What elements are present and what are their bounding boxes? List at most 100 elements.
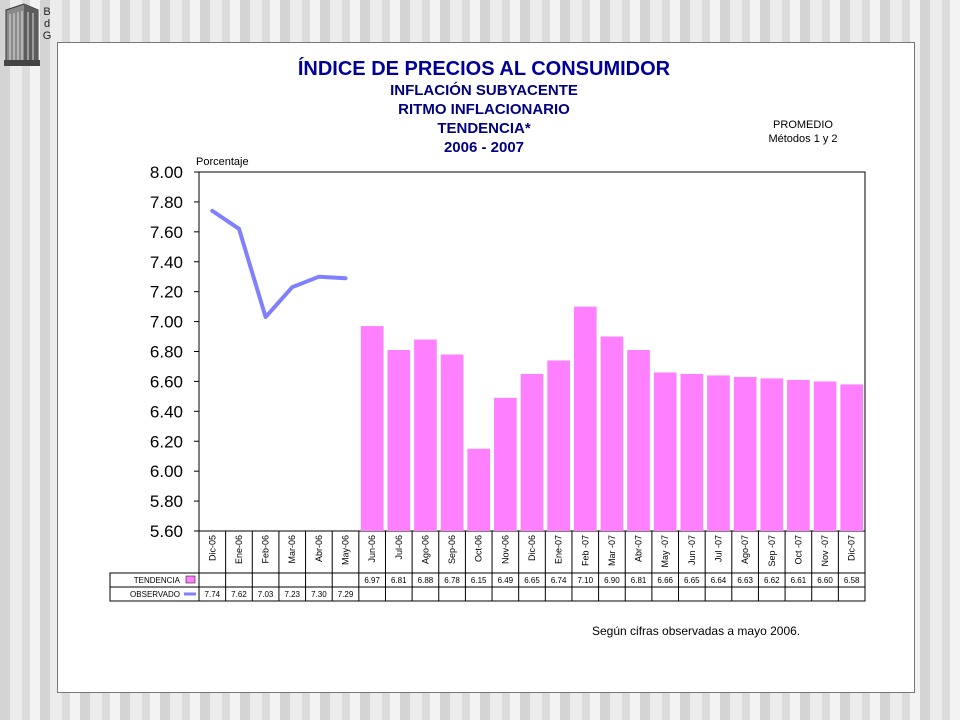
data-table-value: 6.78 bbox=[444, 576, 460, 585]
x-category-label: Mar -07 bbox=[607, 535, 617, 566]
side-note-line-2: Métodos 1 y 2 bbox=[768, 133, 837, 145]
tendencia-bar bbox=[387, 350, 411, 531]
chart: ÍNDICE DE PRECIOS AL CONSUMIDOR INFLACIÓ… bbox=[109, 57, 866, 638]
data-table-value: 7.03 bbox=[258, 590, 274, 599]
y-tick-label: 7.80 bbox=[150, 193, 183, 212]
data-table-value: 6.49 bbox=[498, 576, 514, 585]
data-table-value: 7.23 bbox=[284, 590, 300, 599]
legend-series-name: TENDENCIA bbox=[134, 576, 181, 585]
logo-letters: B d G bbox=[40, 6, 54, 42]
y-tick-label: 5.60 bbox=[150, 522, 183, 541]
tendencia-bar bbox=[440, 354, 464, 531]
y-tick-label: 6.40 bbox=[150, 402, 183, 421]
tendencia-bar bbox=[760, 378, 784, 531]
x-category-label: Jun-06 bbox=[367, 535, 377, 563]
x-category-label: May -07 bbox=[660, 535, 670, 568]
data-table-value: 6.58 bbox=[844, 576, 860, 585]
y-axis-label: Porcentaje bbox=[196, 156, 249, 168]
x-category-label: Mar-06 bbox=[287, 535, 297, 564]
bank-building-logo-icon: B d G bbox=[2, 2, 54, 68]
tendencia-bar bbox=[813, 381, 837, 531]
side-note-line-1: PROMEDIO bbox=[773, 119, 833, 131]
x-category-label: Dic-06 bbox=[527, 535, 537, 561]
x-category-label: Feb-06 bbox=[261, 535, 271, 564]
data-table: TENDENCIA 6.97 6.81 6.88 6.78 6.15 6.49 6.65 6.7… bbox=[109, 572, 866, 602]
x-category-label: Oct-06 bbox=[474, 535, 484, 562]
data-table-value: 6.81 bbox=[391, 576, 407, 585]
y-tick-label: 7.00 bbox=[150, 313, 183, 332]
data-table-value: 6.88 bbox=[418, 576, 434, 585]
logo-letter: d bbox=[43, 18, 51, 30]
data-table-value: 7.62 bbox=[231, 590, 247, 599]
tendencia-bar bbox=[733, 376, 757, 531]
legend-bar-swatch bbox=[185, 575, 196, 584]
data-table-value: 6.66 bbox=[657, 576, 673, 585]
data-table-value: 6.60 bbox=[817, 576, 833, 585]
x-category-label: Ago-07 bbox=[740, 535, 750, 564]
footnote: Según cifras observadas a mayo 2006. bbox=[592, 624, 800, 638]
data-table-value: 7.30 bbox=[311, 590, 327, 599]
x-category-label: May-06 bbox=[341, 535, 351, 565]
data-table-value: 6.62 bbox=[764, 576, 780, 585]
tendencia-bars bbox=[360, 306, 863, 531]
data-table-value: 6.64 bbox=[711, 576, 727, 585]
x-category-label: Sep -07 bbox=[767, 535, 777, 567]
tendencia-bar bbox=[707, 375, 730, 531]
chart-title: ÍNDICE DE PRECIOS AL CONSUMIDOR bbox=[298, 57, 671, 80]
observado-line bbox=[210, 208, 348, 320]
data-table-value: 6.90 bbox=[604, 576, 620, 585]
data-table-value: 6.65 bbox=[684, 576, 700, 585]
tendencia-bar bbox=[787, 379, 810, 531]
x-category-label: Jun -07 bbox=[687, 535, 697, 565]
chart-subtitle-2: RITMO INFLACIONARIO bbox=[398, 101, 570, 118]
x-category-label: Oct -07 bbox=[793, 535, 803, 565]
x-category-label: Sep-06 bbox=[447, 535, 457, 564]
data-table-value: 6.61 bbox=[791, 576, 807, 585]
tendencia-bar bbox=[547, 360, 570, 531]
tendencia-bar bbox=[600, 336, 624, 531]
y-tick-label: 6.80 bbox=[150, 343, 183, 362]
y-axis-ticks: 8.00 7.80 7.60 7.40 7.20 7.00 6.80 6.60 6.40 6.20… bbox=[150, 163, 199, 541]
tendencia-bar bbox=[414, 339, 437, 531]
legend-series-name: OBSERVADO bbox=[130, 590, 180, 599]
x-axis-labels: Dic-05 Ene-06 Feb-06 Mar-06 Abr-06 May-06 Jun-… bbox=[198, 531, 866, 573]
chart-frame: ÍNDICE DE PRECIOS AL CONSUMIDOR INFLACIÓ… bbox=[57, 42, 915, 693]
data-table-value: 7.10 bbox=[577, 576, 593, 585]
chart-subtitle-4: 2006 - 2007 bbox=[444, 139, 524, 156]
chart-subtitle-1: INFLACIÓN SUBYACENTE bbox=[390, 81, 578, 99]
y-tick-label: 6.20 bbox=[150, 432, 183, 451]
y-tick-label: 6.60 bbox=[150, 372, 183, 391]
tendencia-bar bbox=[680, 373, 704, 531]
x-category-label: Jul-06 bbox=[394, 535, 404, 560]
data-table-value: 6.15 bbox=[471, 576, 487, 585]
x-category-label: Nov-06 bbox=[500, 535, 510, 564]
x-category-label: Nov -07 bbox=[820, 535, 830, 567]
tendencia-bar bbox=[360, 326, 384, 531]
data-table-value: 6.74 bbox=[551, 576, 567, 585]
data-table-value: 7.29 bbox=[338, 590, 354, 599]
tendencia-bar bbox=[840, 384, 863, 531]
x-category-label: Ene-06 bbox=[234, 535, 244, 564]
x-category-label: Abr-07 bbox=[634, 535, 644, 562]
x-category-label: Ago-06 bbox=[420, 535, 430, 564]
y-tick-label: 6.00 bbox=[150, 462, 183, 481]
tendencia-bar bbox=[520, 373, 544, 531]
y-tick-label: 7.20 bbox=[150, 283, 183, 302]
logo-letter: G bbox=[42, 30, 52, 42]
observado-line-path bbox=[210, 208, 348, 320]
x-category-label: Dic-05 bbox=[207, 535, 217, 561]
tendencia-bar bbox=[627, 350, 650, 531]
data-table-value: 6.97 bbox=[364, 576, 380, 585]
x-category-label: Dic-07 bbox=[847, 535, 857, 561]
building-icon bbox=[4, 3, 40, 66]
x-category-label: Abr-06 bbox=[314, 535, 324, 562]
logo-letter: B bbox=[43, 6, 51, 18]
x-category-label: Feb -07 bbox=[580, 535, 590, 566]
tendencia-bar bbox=[467, 448, 491, 531]
data-table-value: 6.65 bbox=[524, 576, 540, 585]
y-tick-label: 5.80 bbox=[150, 492, 183, 511]
data-table-value: 7.74 bbox=[205, 590, 221, 599]
x-category-label: Ene-07 bbox=[554, 535, 564, 564]
y-tick-label: 8.00 bbox=[150, 163, 183, 182]
chart-subtitle-3: TENDENCIA* bbox=[437, 120, 531, 137]
